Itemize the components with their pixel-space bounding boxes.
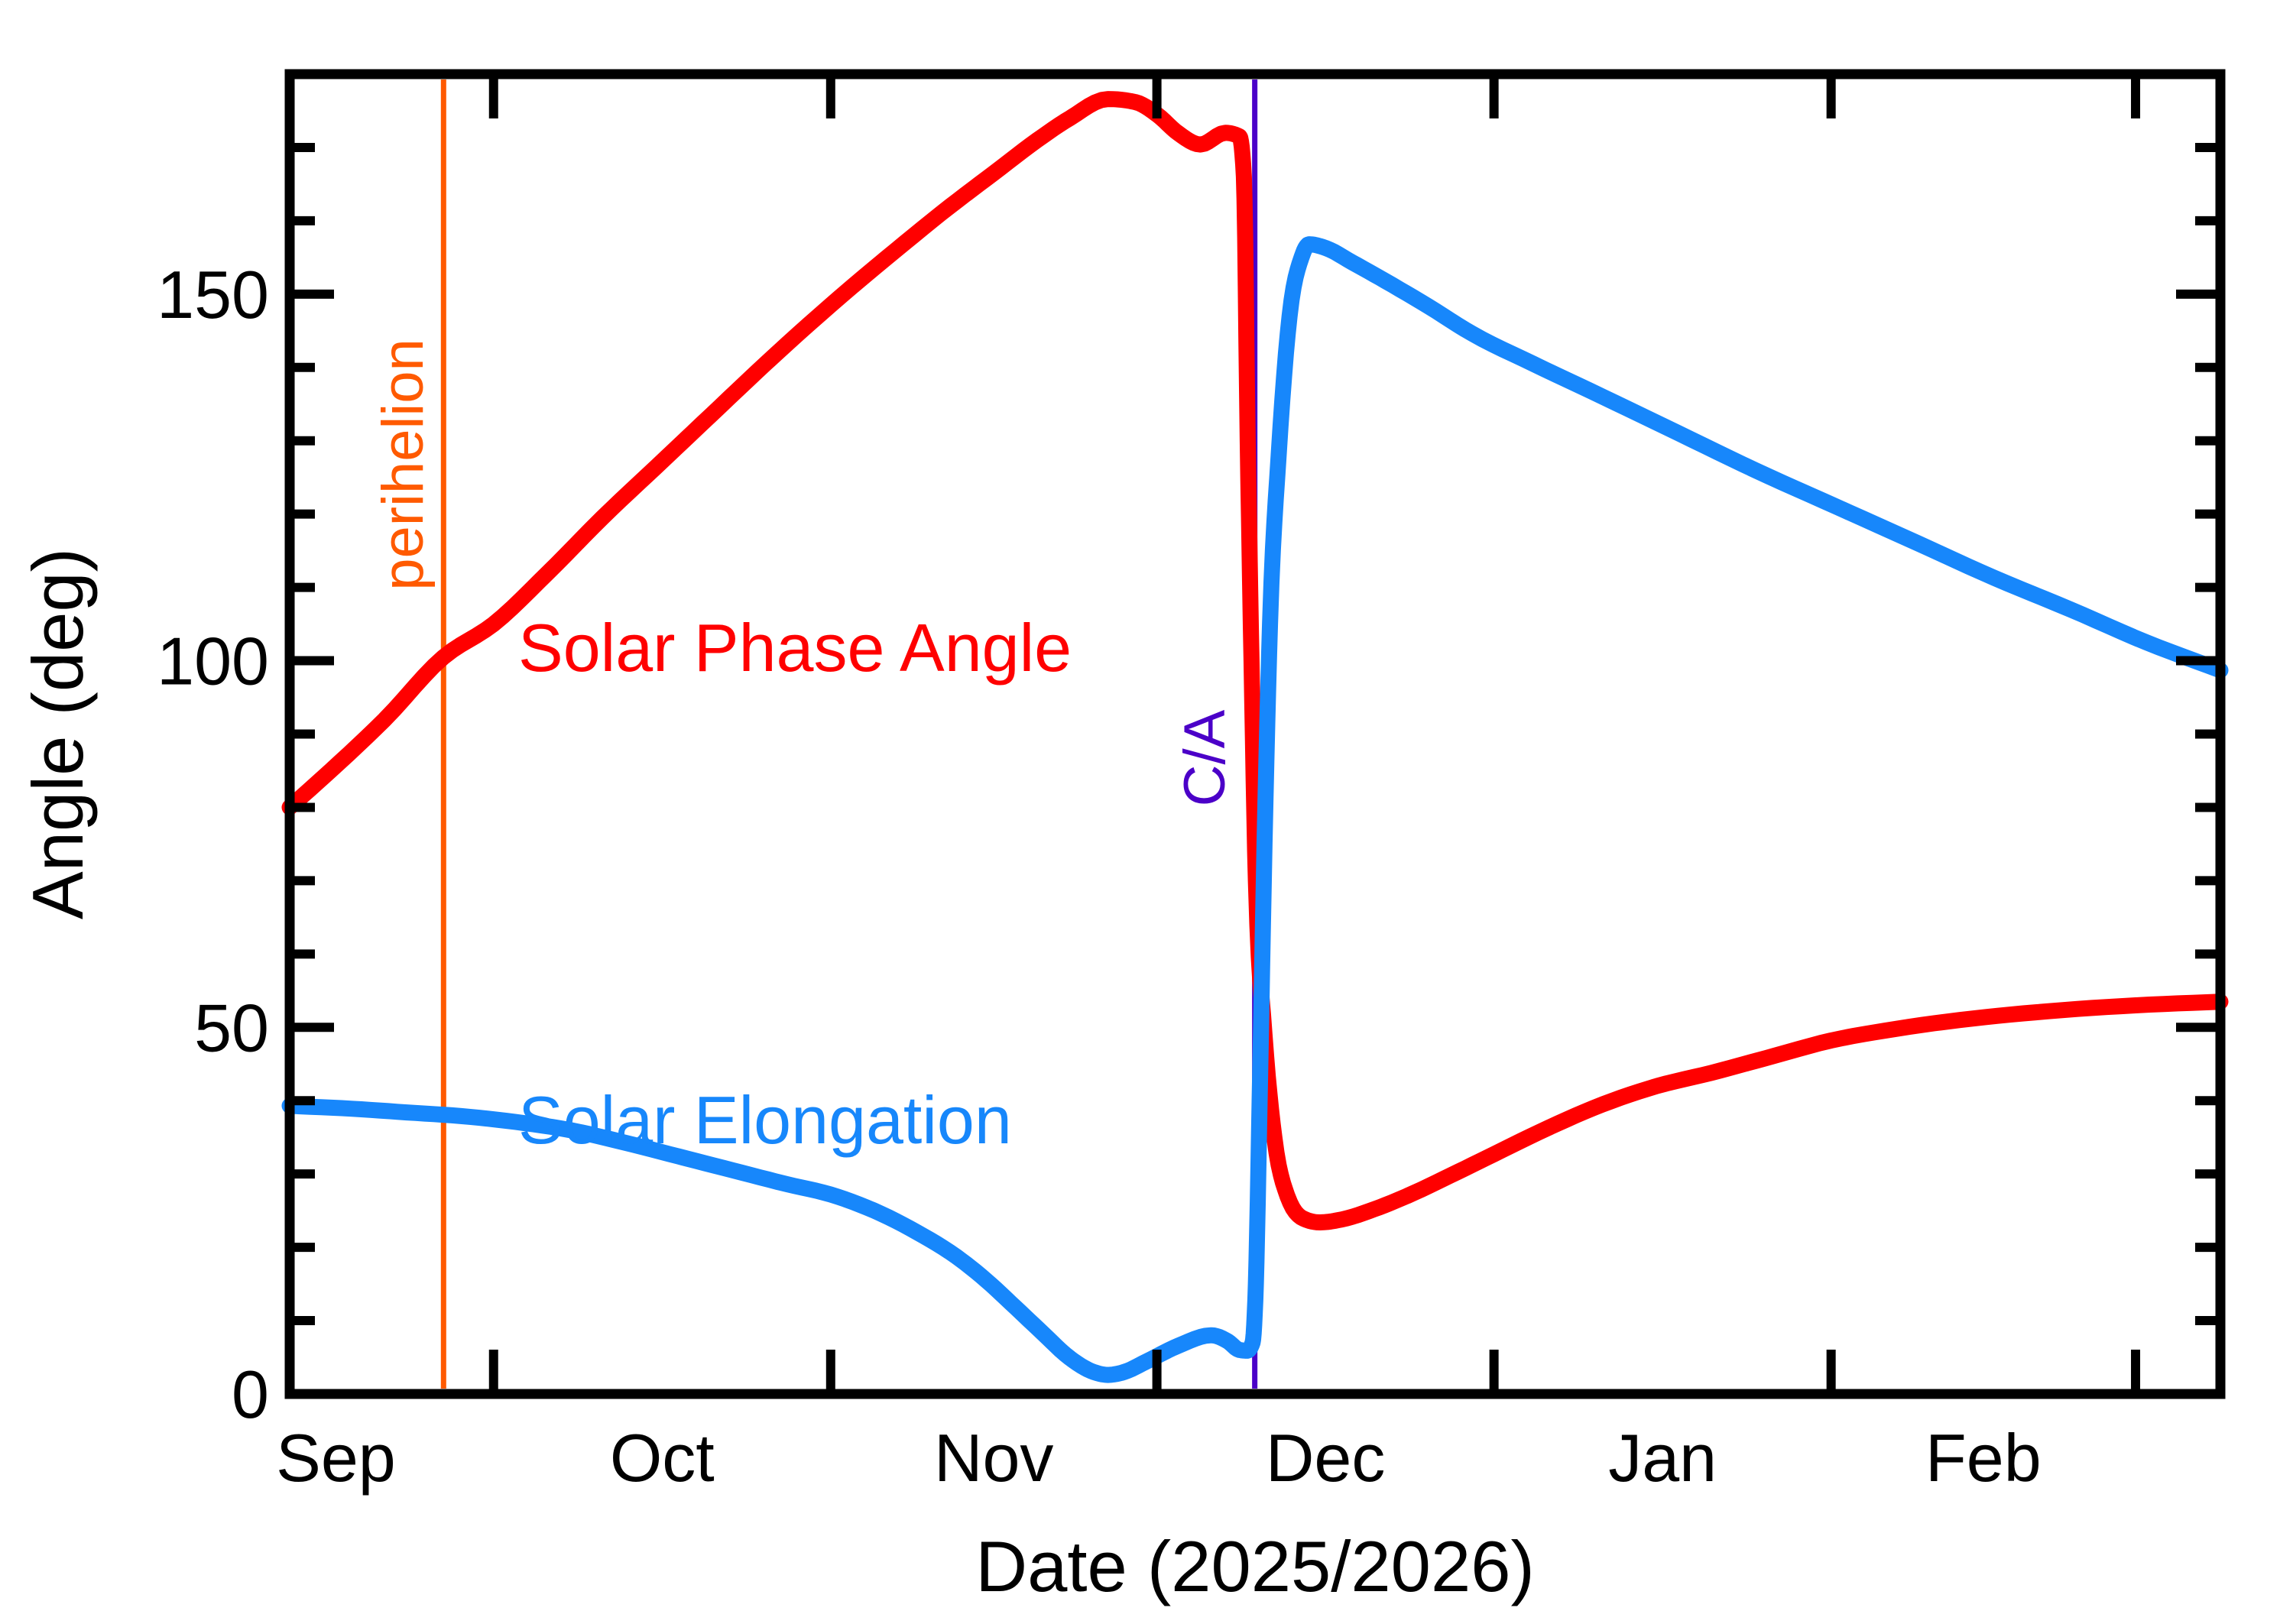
axis-ticks	[294, 79, 2216, 1399]
x-month-label: Feb	[1925, 1420, 2042, 1496]
close-approach-label: C/A	[1172, 709, 1237, 806]
x-month-label: Jan	[1608, 1420, 1717, 1496]
perihelion-label: perihelion	[371, 339, 436, 591]
x-month-label: Nov	[934, 1420, 1054, 1496]
y-tick-label: 150	[157, 257, 269, 332]
solar-phase-angle-curve	[281, 91, 2229, 1230]
x-month-label: Dec	[1266, 1420, 1386, 1496]
y-tick-label: 100	[157, 624, 269, 699]
x-month-label: Oct	[610, 1420, 715, 1496]
y-tick-label: 0	[232, 1357, 269, 1432]
phase-curve-label: Solar Phase Angle	[518, 610, 1072, 686]
y-tick-label: 50	[194, 990, 269, 1065]
y-tick-labels: 0 50 100 150	[157, 257, 269, 1432]
x-axis-title: Date (2025/2026)	[975, 1526, 1535, 1606]
plot-frame	[284, 69, 2226, 1399]
x-month-label: Sep	[276, 1420, 396, 1496]
y-axis-title: Angle (deg)	[18, 548, 98, 919]
x-month-labels: Sep Oct Nov Dec Jan Feb	[276, 1420, 2041, 1496]
solar-elongation-curve	[281, 236, 2229, 1383]
curve-layer	[281, 91, 2229, 1383]
elongation-curve-label: Solar Elongation	[518, 1082, 1012, 1158]
